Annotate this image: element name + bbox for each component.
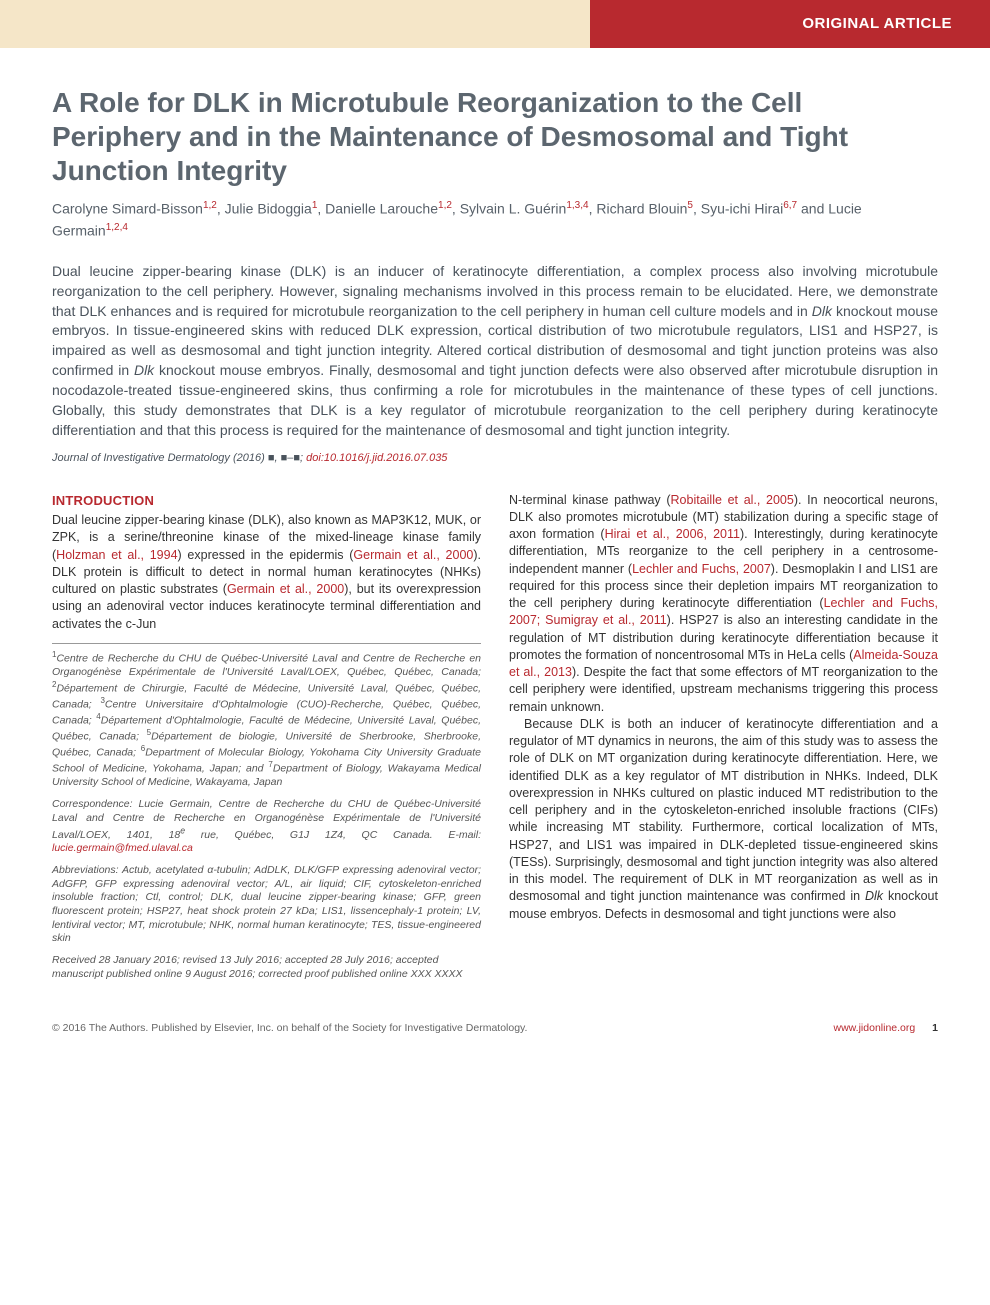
page-footer: © 2016 The Authors. Published by Elsevie… (0, 1021, 990, 1051)
abbreviations: Abbreviations: Actub, acetylated α-tubul… (52, 864, 481, 946)
journal-vol: ■, ■–■; (268, 452, 303, 464)
intro-right-text: N-terminal kinase pathway (Robitaille et… (509, 492, 938, 923)
correspondence-email[interactable]: lucie.germain@fmed.ulaval.ca (52, 842, 193, 854)
author-list: Carolyne Simard-Bisson1,2, Julie Bidoggi… (52, 198, 938, 241)
header-bar: ORIGINAL ARTICLE (0, 0, 990, 48)
journal-year: (2016) (233, 452, 265, 464)
article-title: A Role for DLK in Microtubule Reorganiza… (52, 86, 938, 188)
intro-p3: Because DLK is both an inducer of kerati… (509, 716, 938, 923)
affiliations: 1Centre de Recherche du CHU de Québec-Un… (52, 650, 481, 790)
journal-url[interactable]: www.jidonline.org (834, 1022, 916, 1034)
right-column: N-terminal kinase pathway (Robitaille et… (509, 492, 938, 982)
two-column-body: INTRODUCTION Dual leucine zipper-bearing… (52, 492, 938, 982)
introduction-heading: INTRODUCTION (52, 492, 481, 510)
page-content: A Role for DLK in Microtubule Reorganiza… (0, 48, 990, 1003)
abstract-text: Dual leucine zipper-bearing kinase (DLK)… (52, 262, 938, 441)
article-type-label: ORIGINAL ARTICLE (802, 14, 952, 34)
intro-p2: N-terminal kinase pathway (Robitaille et… (509, 492, 938, 716)
header-red-block: ORIGINAL ARTICLE (590, 0, 990, 48)
left-column: INTRODUCTION Dual leucine zipper-bearing… (52, 492, 481, 982)
intro-left-text: Dual leucine zipper-bearing kinase (DLK)… (52, 512, 481, 633)
article-dates: Received 28 January 2016; revised 13 Jul… (52, 954, 481, 981)
citation-line: Journal of Investigative Dermatology (20… (52, 451, 938, 466)
correspondence: Correspondence: Lucie Germain, Centre de… (52, 798, 481, 856)
correspondence-text: Correspondence: Lucie Germain, Centre de… (52, 798, 481, 841)
header-cream-block (0, 0, 590, 48)
footer-right: www.jidonline.org 1 (834, 1021, 938, 1035)
affiliations-divider (52, 643, 481, 644)
copyright-text: © 2016 The Authors. Published by Elsevie… (52, 1021, 527, 1035)
page-number: 1 (932, 1022, 938, 1034)
doi-link[interactable]: doi:10.1016/j.jid.2016.07.035 (306, 452, 447, 464)
intro-p1: Dual leucine zipper-bearing kinase (DLK)… (52, 512, 481, 633)
journal-name: Journal of Investigative Dermatology (52, 452, 230, 464)
